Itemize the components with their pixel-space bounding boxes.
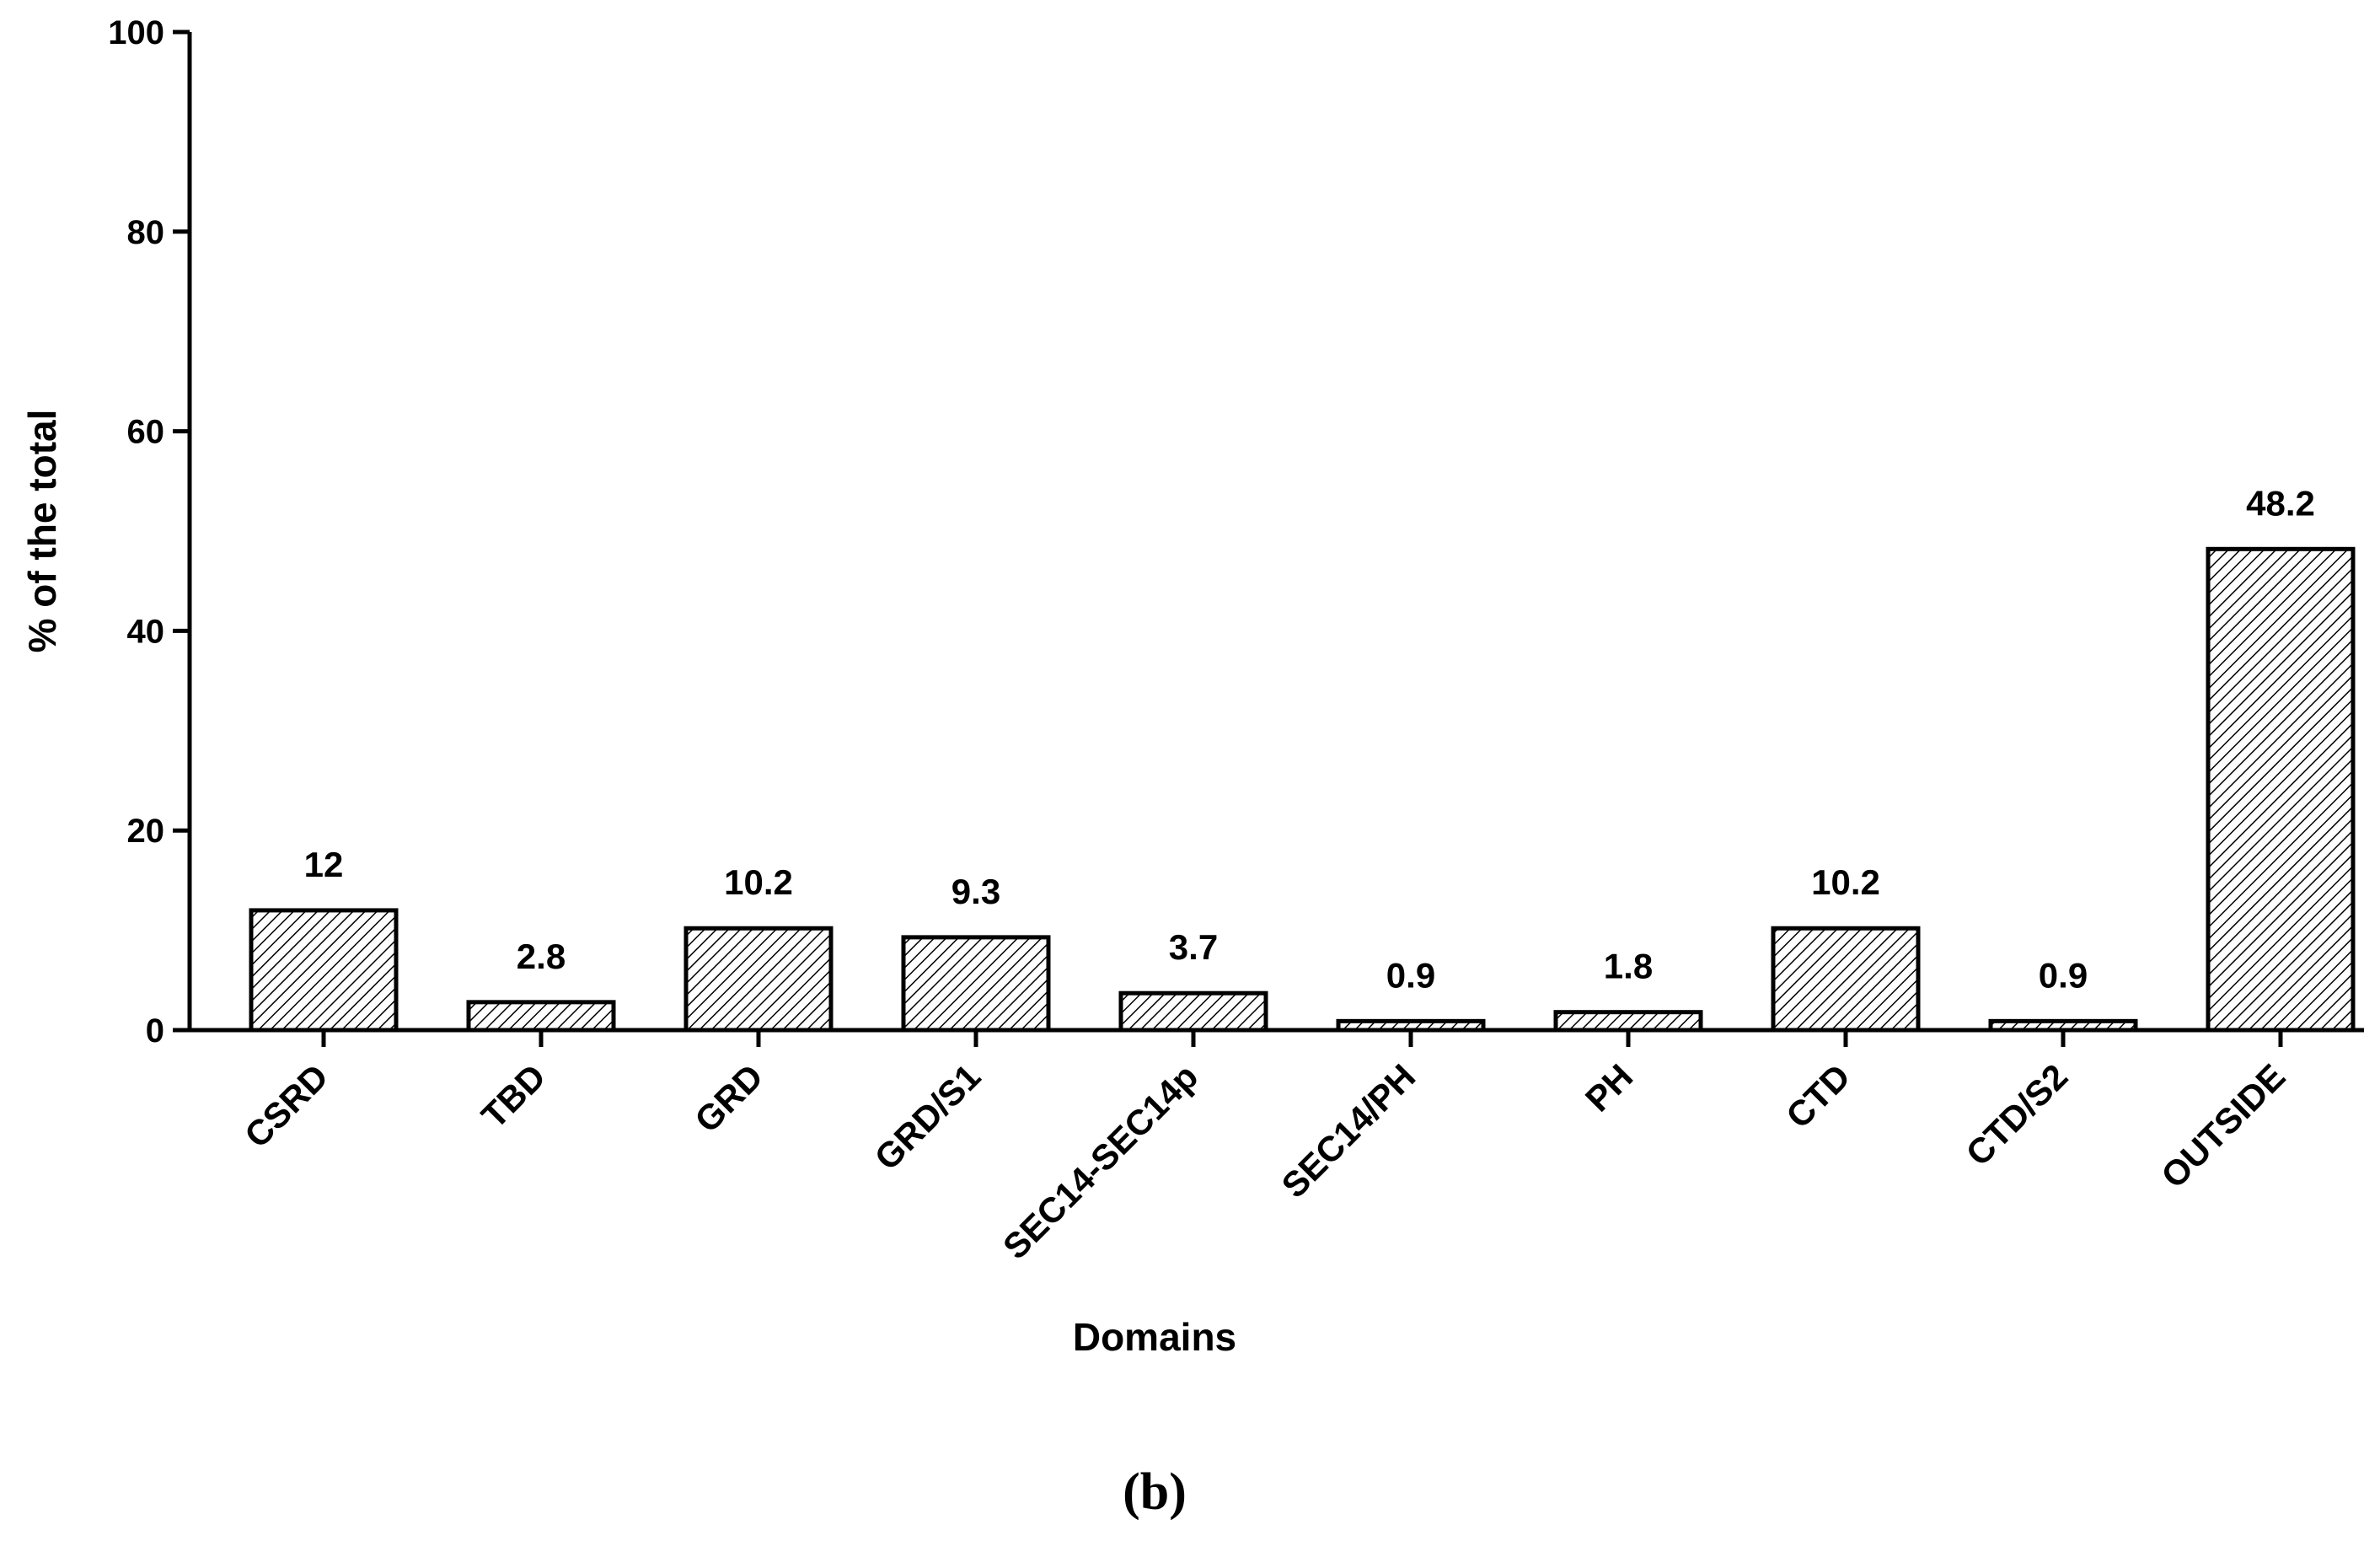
bar xyxy=(1553,1010,1703,1033)
category-label: SEC14-SEC14p xyxy=(995,1056,1205,1266)
bar xyxy=(466,1000,616,1033)
category-label: SEC14/PH xyxy=(1274,1056,1423,1205)
x-axis-title: Domains xyxy=(1073,1315,1236,1359)
y-tick-label: 60 xyxy=(127,414,165,451)
y-tick-label: 40 xyxy=(127,613,165,650)
data-label: 0.9 xyxy=(1386,955,1435,995)
category-label: CTD xyxy=(1778,1056,1857,1135)
data-label: 1.8 xyxy=(1604,947,1653,986)
y-tick-label: 100 xyxy=(108,14,164,51)
category-label: PH xyxy=(1578,1056,1641,1119)
bars xyxy=(249,546,2356,1033)
x-axis-ticks xyxy=(321,1030,2283,1047)
y-tick-label: 20 xyxy=(127,813,165,850)
bar xyxy=(2206,546,2356,1033)
category-label: CTD/S2 xyxy=(1959,1056,2076,1173)
y-tick-label: 80 xyxy=(127,214,165,251)
data-label: 10.2 xyxy=(1811,862,1880,902)
bar xyxy=(249,908,399,1033)
data-label: 9.3 xyxy=(951,872,1000,911)
category-label: CSRD xyxy=(237,1056,335,1155)
data-label: 2.8 xyxy=(517,937,566,976)
data-label: 3.7 xyxy=(1169,927,1218,967)
data-label: 0.9 xyxy=(2039,955,2088,995)
bar xyxy=(1118,990,1268,1033)
category-label: TBD xyxy=(474,1056,553,1135)
y-axis-ticks: 0 20 40 60 80 100 xyxy=(108,14,190,1049)
data-label: 48.2 xyxy=(2246,483,2315,523)
category-labels: CSRD TBD GRD GRD/S1 SEC14-SEC14p SEC14/PH PH CT… xyxy=(237,1056,2292,1266)
bar xyxy=(1771,926,1921,1033)
bar xyxy=(683,926,834,1033)
bar xyxy=(901,935,1051,1033)
y-axis-title: % of the total xyxy=(20,410,64,653)
panel-label: (b) xyxy=(1123,1463,1187,1521)
data-labels: 12 2.8 10.2 9.3 3.7 0.9 1.8 10.2 0.9 48.2 xyxy=(304,483,2315,995)
y-tick-label: 0 xyxy=(146,1012,164,1049)
category-label: OUTSIDE xyxy=(2153,1056,2292,1195)
category-label: GRD xyxy=(687,1056,770,1140)
category-label: GRD/S1 xyxy=(867,1056,989,1178)
data-label: 12 xyxy=(304,845,344,884)
data-label: 10.2 xyxy=(724,862,793,902)
